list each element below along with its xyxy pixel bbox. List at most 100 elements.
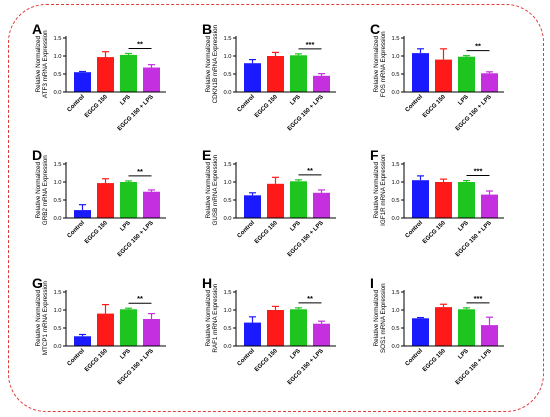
y-tick-label: 0.5 — [391, 198, 399, 204]
y-tick-label: 0.0 — [223, 344, 231, 350]
panel-i: I Relative Normalized SOS1 mRNA Expressio… — [368, 275, 546, 406]
bar — [143, 319, 160, 346]
x-tick-label: LPS — [119, 94, 131, 106]
bar — [458, 182, 475, 218]
bar — [74, 336, 91, 346]
bar — [267, 310, 284, 346]
panel-d: D Relative Normalized GRB2 mRNA Expressio… — [30, 147, 208, 278]
x-tick-label: Control — [67, 94, 87, 114]
y-tick-label: 0.0 — [53, 216, 61, 222]
y-tick-label: 1.5 — [223, 162, 231, 168]
y-tick-label: 0.5 — [53, 326, 61, 332]
bar — [74, 72, 91, 92]
x-tick-label: LPS — [457, 348, 469, 360]
panel-label: I — [370, 275, 374, 291]
x-tick-label: EGCG 150 — [254, 348, 279, 373]
significance-label: *** — [474, 167, 483, 176]
panel-c: C Relative Normalized FOS mRNA Expression… — [368, 21, 546, 152]
y-tick-label: 0.5 — [223, 326, 231, 332]
panel-label: A — [32, 21, 43, 37]
y-tick-label: 1.0 — [391, 54, 399, 60]
x-tick-label: Control — [67, 220, 87, 240]
bar — [74, 210, 91, 218]
bar — [244, 322, 261, 346]
bar — [313, 75, 330, 92]
bar — [435, 307, 452, 346]
x-tick-label: Control — [237, 94, 257, 114]
bar — [244, 63, 261, 92]
panel-g: G Relative Normalized MTCP1 mRNA Expressi… — [30, 275, 208, 406]
y-tick-label: 1.0 — [223, 180, 231, 186]
x-tick-label: EGCG 150 — [422, 220, 447, 245]
significance-label: *** — [474, 294, 483, 303]
y-tick-label: 1.5 — [223, 36, 231, 42]
x-tick-label: EGCG 150 — [254, 220, 279, 245]
y-tick-label: 0.0 — [391, 344, 399, 350]
x-tick-label: LPS — [457, 220, 469, 232]
bar — [244, 195, 261, 218]
bar — [290, 181, 307, 218]
y-tick-label: 1.5 — [223, 290, 231, 296]
x-tick-label: LPS — [457, 94, 469, 106]
x-tick-label: Control — [405, 94, 425, 114]
bar — [97, 57, 114, 92]
bar — [290, 309, 307, 346]
x-tick-label: Control — [237, 348, 257, 368]
panel-label: D — [32, 147, 43, 163]
bar — [412, 53, 429, 92]
y-tick-label: 0.5 — [223, 72, 231, 78]
bar — [481, 194, 498, 218]
y-tick-label: 1.0 — [223, 308, 231, 314]
y-tick-label: 1.0 — [53, 180, 61, 186]
bar — [458, 56, 475, 92]
bar — [458, 309, 475, 346]
y-tick-label: 0.0 — [391, 90, 399, 96]
y-tick-label: 0.5 — [53, 198, 61, 204]
x-tick-label: EGCG 150 — [254, 94, 279, 119]
bar — [435, 59, 452, 92]
significance-label: ** — [307, 294, 313, 303]
panel-label: C — [370, 21, 381, 37]
y-tick-label: 0.0 — [53, 90, 61, 96]
y-tick-label: 1.5 — [391, 290, 399, 296]
panel-label: H — [202, 275, 213, 291]
y-tick-label: 0.5 — [223, 198, 231, 204]
bar — [120, 54, 137, 92]
bar — [412, 318, 429, 346]
x-tick-label: Control — [237, 220, 257, 240]
x-tick-label: LPS — [119, 348, 131, 360]
y-tick-label: 1.0 — [391, 180, 399, 186]
x-tick-label: EGCG 150 — [422, 94, 447, 119]
panel-label: E — [202, 147, 212, 163]
figure-frame — [8, 4, 544, 412]
y-tick-label: 1.5 — [391, 36, 399, 42]
y-tick-label: 1.5 — [53, 162, 61, 168]
bar — [97, 313, 114, 346]
panel-label: G — [32, 275, 43, 291]
y-tick-label: 0.5 — [391, 326, 399, 332]
x-tick-label: EGCG 150 — [84, 348, 109, 373]
bar — [267, 56, 284, 92]
significance-label: ** — [137, 167, 143, 176]
x-tick-label: LPS — [289, 94, 301, 106]
x-tick-label: EGCG 150 — [422, 348, 447, 373]
bar — [435, 182, 452, 218]
significance-label: *** — [306, 40, 315, 49]
y-tick-label: 1.0 — [53, 308, 61, 314]
bar — [481, 73, 498, 92]
bar — [143, 67, 160, 92]
bar — [290, 55, 307, 92]
x-tick-label: Control — [405, 220, 425, 240]
y-tick-label: 0.5 — [391, 72, 399, 78]
bar — [267, 183, 284, 218]
panel-b: B Relative Normalized CDKN1B mRNA Express… — [200, 21, 378, 152]
y-tick-label: 1.5 — [53, 36, 61, 42]
panel-h: H Relative Normalized RAF1 mRNA Expressio… — [200, 275, 378, 406]
y-tick-label: 1.5 — [391, 162, 399, 168]
bar — [313, 192, 330, 218]
